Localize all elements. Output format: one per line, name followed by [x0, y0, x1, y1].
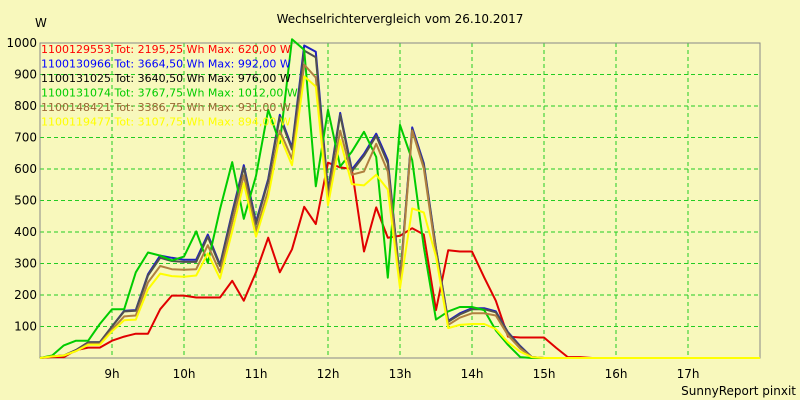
x-tick-label: 9h — [104, 367, 119, 381]
x-axis-ticks: 9h 10h 11h 12h 13h 14h 15h 16h 17h — [104, 367, 699, 381]
legend: 1100129553 Tot: 2195,25 Wh Max: 620,00 W… — [41, 43, 298, 129]
legend-entry-5: 1100148421 Tot: 3386,75 Wh Max: 931,00 W — [41, 101, 291, 114]
legend-entry-1: 1100129553 Tot: 2195,25 Wh Max: 620,00 W — [41, 43, 291, 56]
y-tick-label: 700 — [14, 131, 37, 145]
y-tick-label: 100 — [14, 320, 37, 334]
grid-lines — [40, 42, 760, 358]
series-line-6 — [39, 75, 760, 359]
legend-entry-4: 1100131074 Tot: 3767,75 Wh Max: 1012,00 … — [41, 87, 298, 100]
x-tick-label: 16h — [605, 367, 628, 381]
chart-title: Wechselrichtervergleich vom 26.10.2017 — [277, 12, 524, 26]
x-tick-label: 12h — [317, 367, 340, 381]
y-tick-label: 600 — [14, 162, 37, 176]
x-tick-label: 17h — [677, 367, 700, 381]
y-axis-unit-label: W — [35, 16, 47, 30]
footer-credit: SunnyReport pinxit — [681, 384, 796, 398]
x-tick-label: 11h — [245, 367, 268, 381]
series-lines — [39, 38, 760, 359]
y-tick-label: 300 — [14, 257, 37, 271]
y-tick-label: 500 — [14, 194, 37, 208]
legend-entry-2: 1100130966 Tot: 3664,50 Wh Max: 992,00 W — [41, 58, 291, 71]
x-tick-label: 15h — [533, 367, 556, 381]
y-tick-label: 800 — [14, 99, 37, 113]
x-tick-label: 10h — [173, 367, 196, 381]
legend-entry-3: 1100131025 Tot: 3640,50 Wh Max: 976,00 W — [41, 72, 291, 85]
y-tick-label: 400 — [14, 225, 37, 239]
x-tick-label: 14h — [461, 367, 484, 381]
y-tick-label: 900 — [14, 68, 37, 82]
legend-entry-6: 1100119477 Tot: 3107,75 Wh Max: 894,00 W — [41, 116, 291, 129]
y-tick-label: 200 — [14, 288, 37, 302]
plot-frame — [39, 42, 761, 359]
y-tick-label: 1000 — [6, 36, 37, 50]
y-axis-ticks: 100 200 300 400 500 600 700 800 900 1000 — [6, 36, 37, 334]
x-tick-label: 13h — [389, 367, 412, 381]
